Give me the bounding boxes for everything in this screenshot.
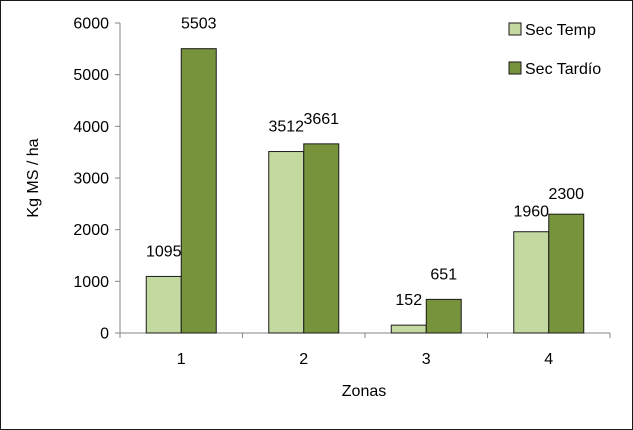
x-tick-label: 2 [299,351,308,368]
bar-sec-temp-zona-2 [268,151,305,334]
data-label: 152 [395,292,422,309]
data-label: 3512 [268,119,304,136]
legend-label: Sec Temp [525,22,596,39]
bar-sec-tardio-zona-2 [303,143,340,334]
y-tick-label: 6000 [73,16,109,33]
bar-sec-temp-zona-4 [513,231,550,334]
data-label: 5503 [181,16,217,33]
x-axis-title: Zonas [342,383,386,400]
legend-label: Sec Tardío [525,61,601,78]
data-label: 1095 [146,243,182,260]
x-tick-label: 1 [177,351,186,368]
legend-swatch [508,22,522,36]
data-label: 651 [430,266,457,283]
y-tick-label: 0 [100,326,109,343]
bar-sec-temp-zona-3 [390,324,427,334]
legend: Sec Temp Sec Tardío [508,22,601,78]
bar-sec-tardio-zona-1 [180,48,217,334]
x-tick-labels: 1 2 3 4 [177,351,554,368]
data-label: 1960 [513,204,549,221]
bar-sec-tardio-zona-3 [425,298,462,334]
y-tick-label: 3000 [73,171,109,188]
y-tick-labels: 0 1000 2000 3000 4000 5000 6000 [73,16,109,343]
y-tick-label: 2000 [73,222,109,239]
bar-sec-tardio-zona-4 [548,213,585,334]
x-tick-label: 4 [544,351,553,368]
x-tick-label: 3 [422,351,431,368]
data-label: 3661 [303,111,339,128]
legend-swatch [508,61,522,75]
y-tick-label: 1000 [73,274,109,291]
y-tick-label: 4000 [73,119,109,136]
bars [145,48,585,334]
y-axis-title: Kg MS / ha [25,138,42,217]
y-tick-label: 5000 [73,67,109,84]
bar-sec-temp-zona-1 [145,275,182,334]
data-label: 2300 [548,186,584,203]
